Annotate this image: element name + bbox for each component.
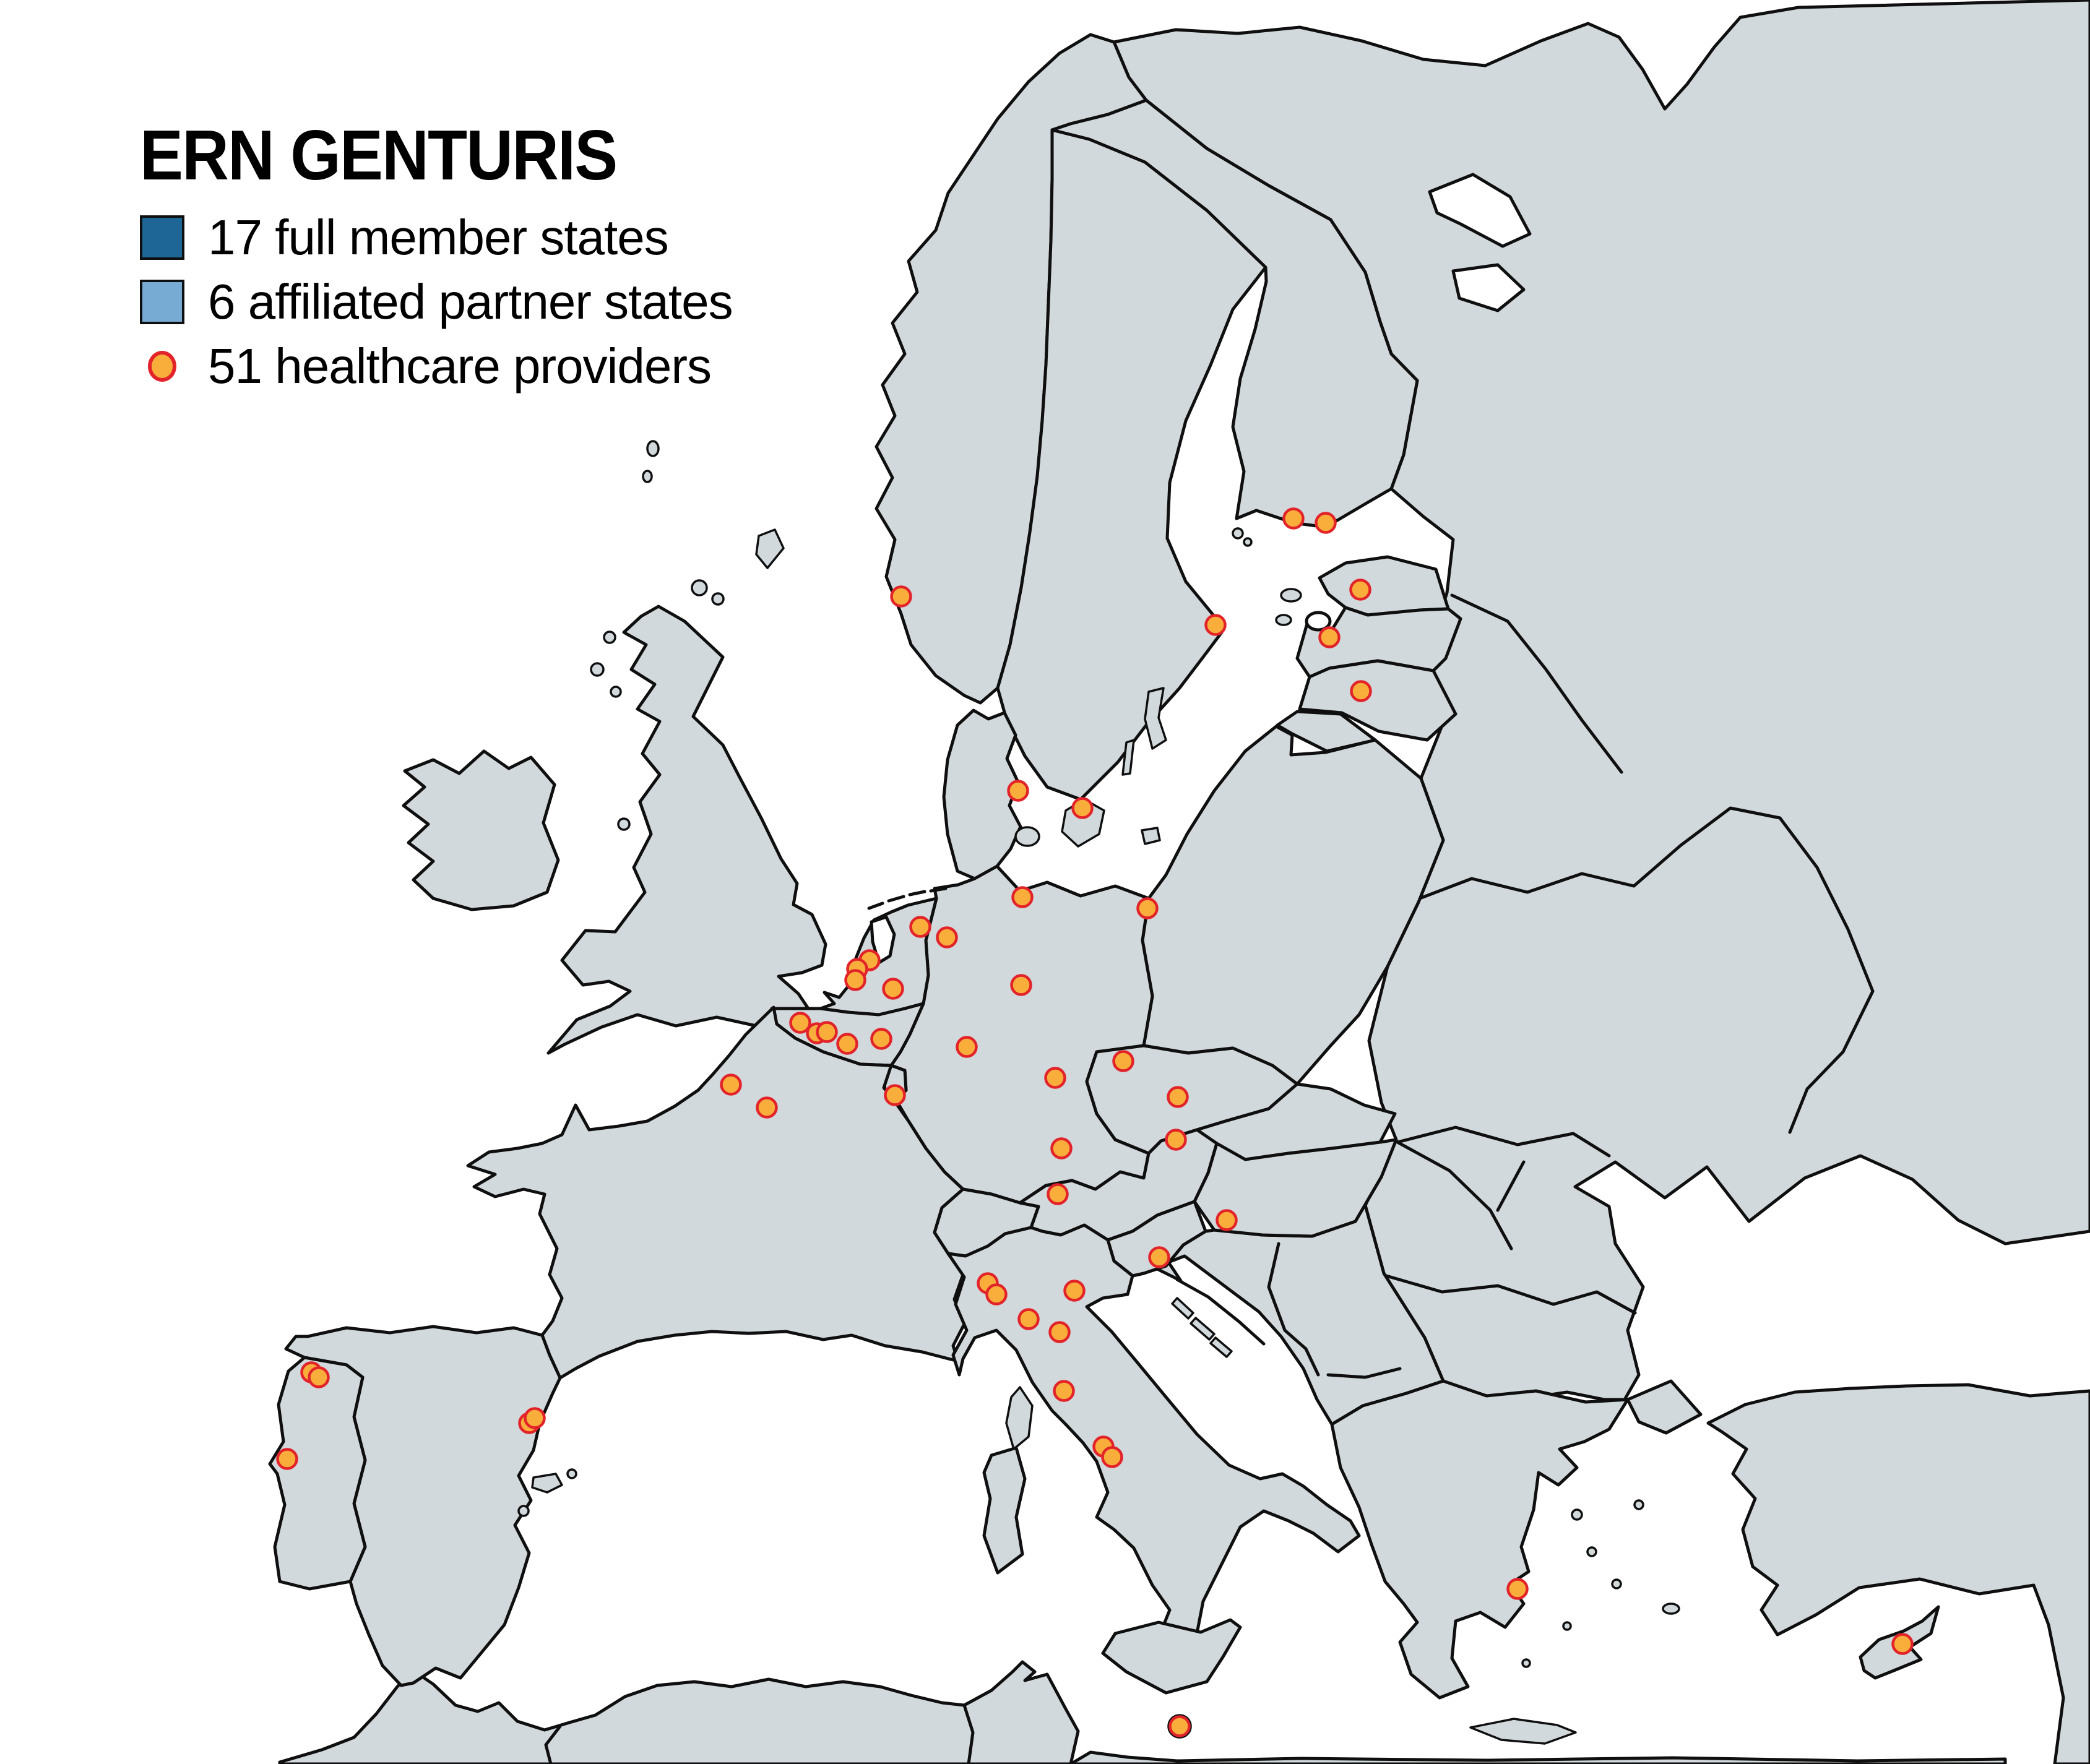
healthcare-provider-dot (720, 1073, 742, 1096)
aegean-islands (1521, 1499, 1680, 1668)
full-member-swatch (140, 215, 184, 260)
legend-row-full: 17 full member states (140, 210, 733, 265)
lake-onega (1428, 173, 1532, 248)
british-isles-small (590, 440, 785, 831)
island-funen (1014, 826, 1040, 847)
healthcare-provider-dot (884, 1084, 906, 1106)
island-crete (1469, 1718, 1577, 1745)
healthcare-provider-dot (1891, 1633, 1914, 1655)
healthcare-provider-dot (1048, 1321, 1071, 1343)
ijsselmeer (870, 915, 896, 965)
affiliated-label: 6 affiliated partner states (208, 274, 733, 329)
healthcare-provider-dot (870, 1028, 892, 1050)
healthcare-provider-dot (1010, 974, 1032, 996)
internal-borders-balkans (1175, 1242, 1402, 1379)
healthcare-provider-dot (1047, 1183, 1069, 1205)
healthcare-provider-dot (1071, 797, 1094, 819)
healthcare-provider-dot (1315, 512, 1337, 534)
internal-borders-africa (544, 1703, 975, 1764)
healthcare-provider-dot (1168, 1715, 1191, 1737)
internal-borders-east (1384, 593, 1875, 1315)
healthcare-provider-dot (1350, 680, 1372, 702)
healthcare-provider-dot (890, 585, 912, 608)
healthcare-provider-dot (276, 1448, 298, 1470)
wadden-islands (867, 887, 948, 910)
island-sicily (1101, 1618, 1242, 1695)
country-denmark (942, 708, 1022, 880)
country-france (466, 1005, 966, 1380)
healthcare-provider-dot (1216, 1209, 1238, 1231)
region-libya-coast (1069, 1750, 2007, 1764)
healthcare-provider-dot (1050, 1137, 1073, 1160)
region-thrace (1626, 1379, 1703, 1435)
healthcare-provider-dot (1044, 1067, 1066, 1089)
legend: 17 full member states 6 affiliated partn… (140, 210, 733, 406)
healthcare-provider-dot (1165, 1129, 1187, 1151)
legend-row-providers: 51 healthcare providers (140, 338, 733, 394)
healthcare-provider-dot (909, 916, 931, 938)
healthcare-provider-dot (1017, 1308, 1040, 1330)
affiliated-swatch (140, 280, 184, 324)
gulf-of-riga (1305, 611, 1332, 632)
healthcare-provider-dot (956, 1036, 978, 1058)
healthcare-provider-dot (1007, 780, 1029, 802)
healthcare-provider-dot (1063, 1280, 1086, 1302)
country-lithuania (1298, 659, 1457, 742)
full-member-label: 17 full member states (208, 210, 669, 265)
provider-dots (276, 507, 1914, 1737)
healthcare-provider-dot (1148, 1246, 1170, 1268)
healthcare-provider-dot (936, 926, 958, 949)
country-portugal (268, 1356, 367, 1591)
healthcare-provider-dot (1053, 1380, 1075, 1402)
country-finland (1050, 98, 1419, 529)
country-uk (546, 604, 827, 1055)
provider-swatch-wrap (140, 344, 184, 389)
healthcare-provider-dot (308, 1366, 330, 1388)
page-title: ERN GENTURIS (140, 116, 618, 195)
island-bornholm (1141, 827, 1161, 845)
healthcare-provider-dot (524, 1407, 546, 1429)
healthcare-provider-dot (1011, 886, 1034, 908)
healthcare-provider-dot (844, 969, 866, 991)
healthcare-provider-dot (816, 1021, 838, 1043)
country-ireland (402, 749, 560, 911)
healthcare-provider-dot (1136, 897, 1159, 919)
country-greece (1330, 1379, 1630, 1700)
country-estonia (1318, 555, 1450, 617)
healthcare-provider-dot (789, 1012, 811, 1034)
island-corsica (1005, 1386, 1034, 1450)
region-north-africa (278, 1660, 1080, 1764)
croatian-islands (1171, 1297, 1233, 1358)
legend-row-affiliated: 6 affiliated partner states (140, 274, 733, 329)
balearic-islands (517, 1468, 577, 1517)
healthcare-provider-dot (1282, 507, 1305, 530)
healthcare-provider-dot (1112, 1050, 1134, 1072)
healthcare-provider-dot (1167, 1086, 1189, 1108)
provider-dot-icon (148, 351, 176, 382)
country-turkey (1706, 1383, 2090, 1764)
healthcare-provider-dot (882, 978, 904, 1000)
healthcare-provider-dot (985, 1283, 1008, 1306)
healthcare-provider-dot (1349, 579, 1371, 601)
healthcare-provider-dot (756, 1096, 778, 1119)
healthcare-provider-dot (836, 1033, 858, 1055)
healthcare-provider-dot (1101, 1446, 1123, 1468)
lake-ladoga (1451, 263, 1526, 312)
healthcare-provider-dot (1204, 614, 1227, 636)
island-sardinia (982, 1446, 1027, 1575)
providers-label: 51 healthcare providers (208, 338, 712, 394)
healthcare-provider-dot (1318, 626, 1341, 648)
baltic-islands (1121, 527, 1302, 776)
healthcare-provider-dot (1506, 1578, 1529, 1600)
